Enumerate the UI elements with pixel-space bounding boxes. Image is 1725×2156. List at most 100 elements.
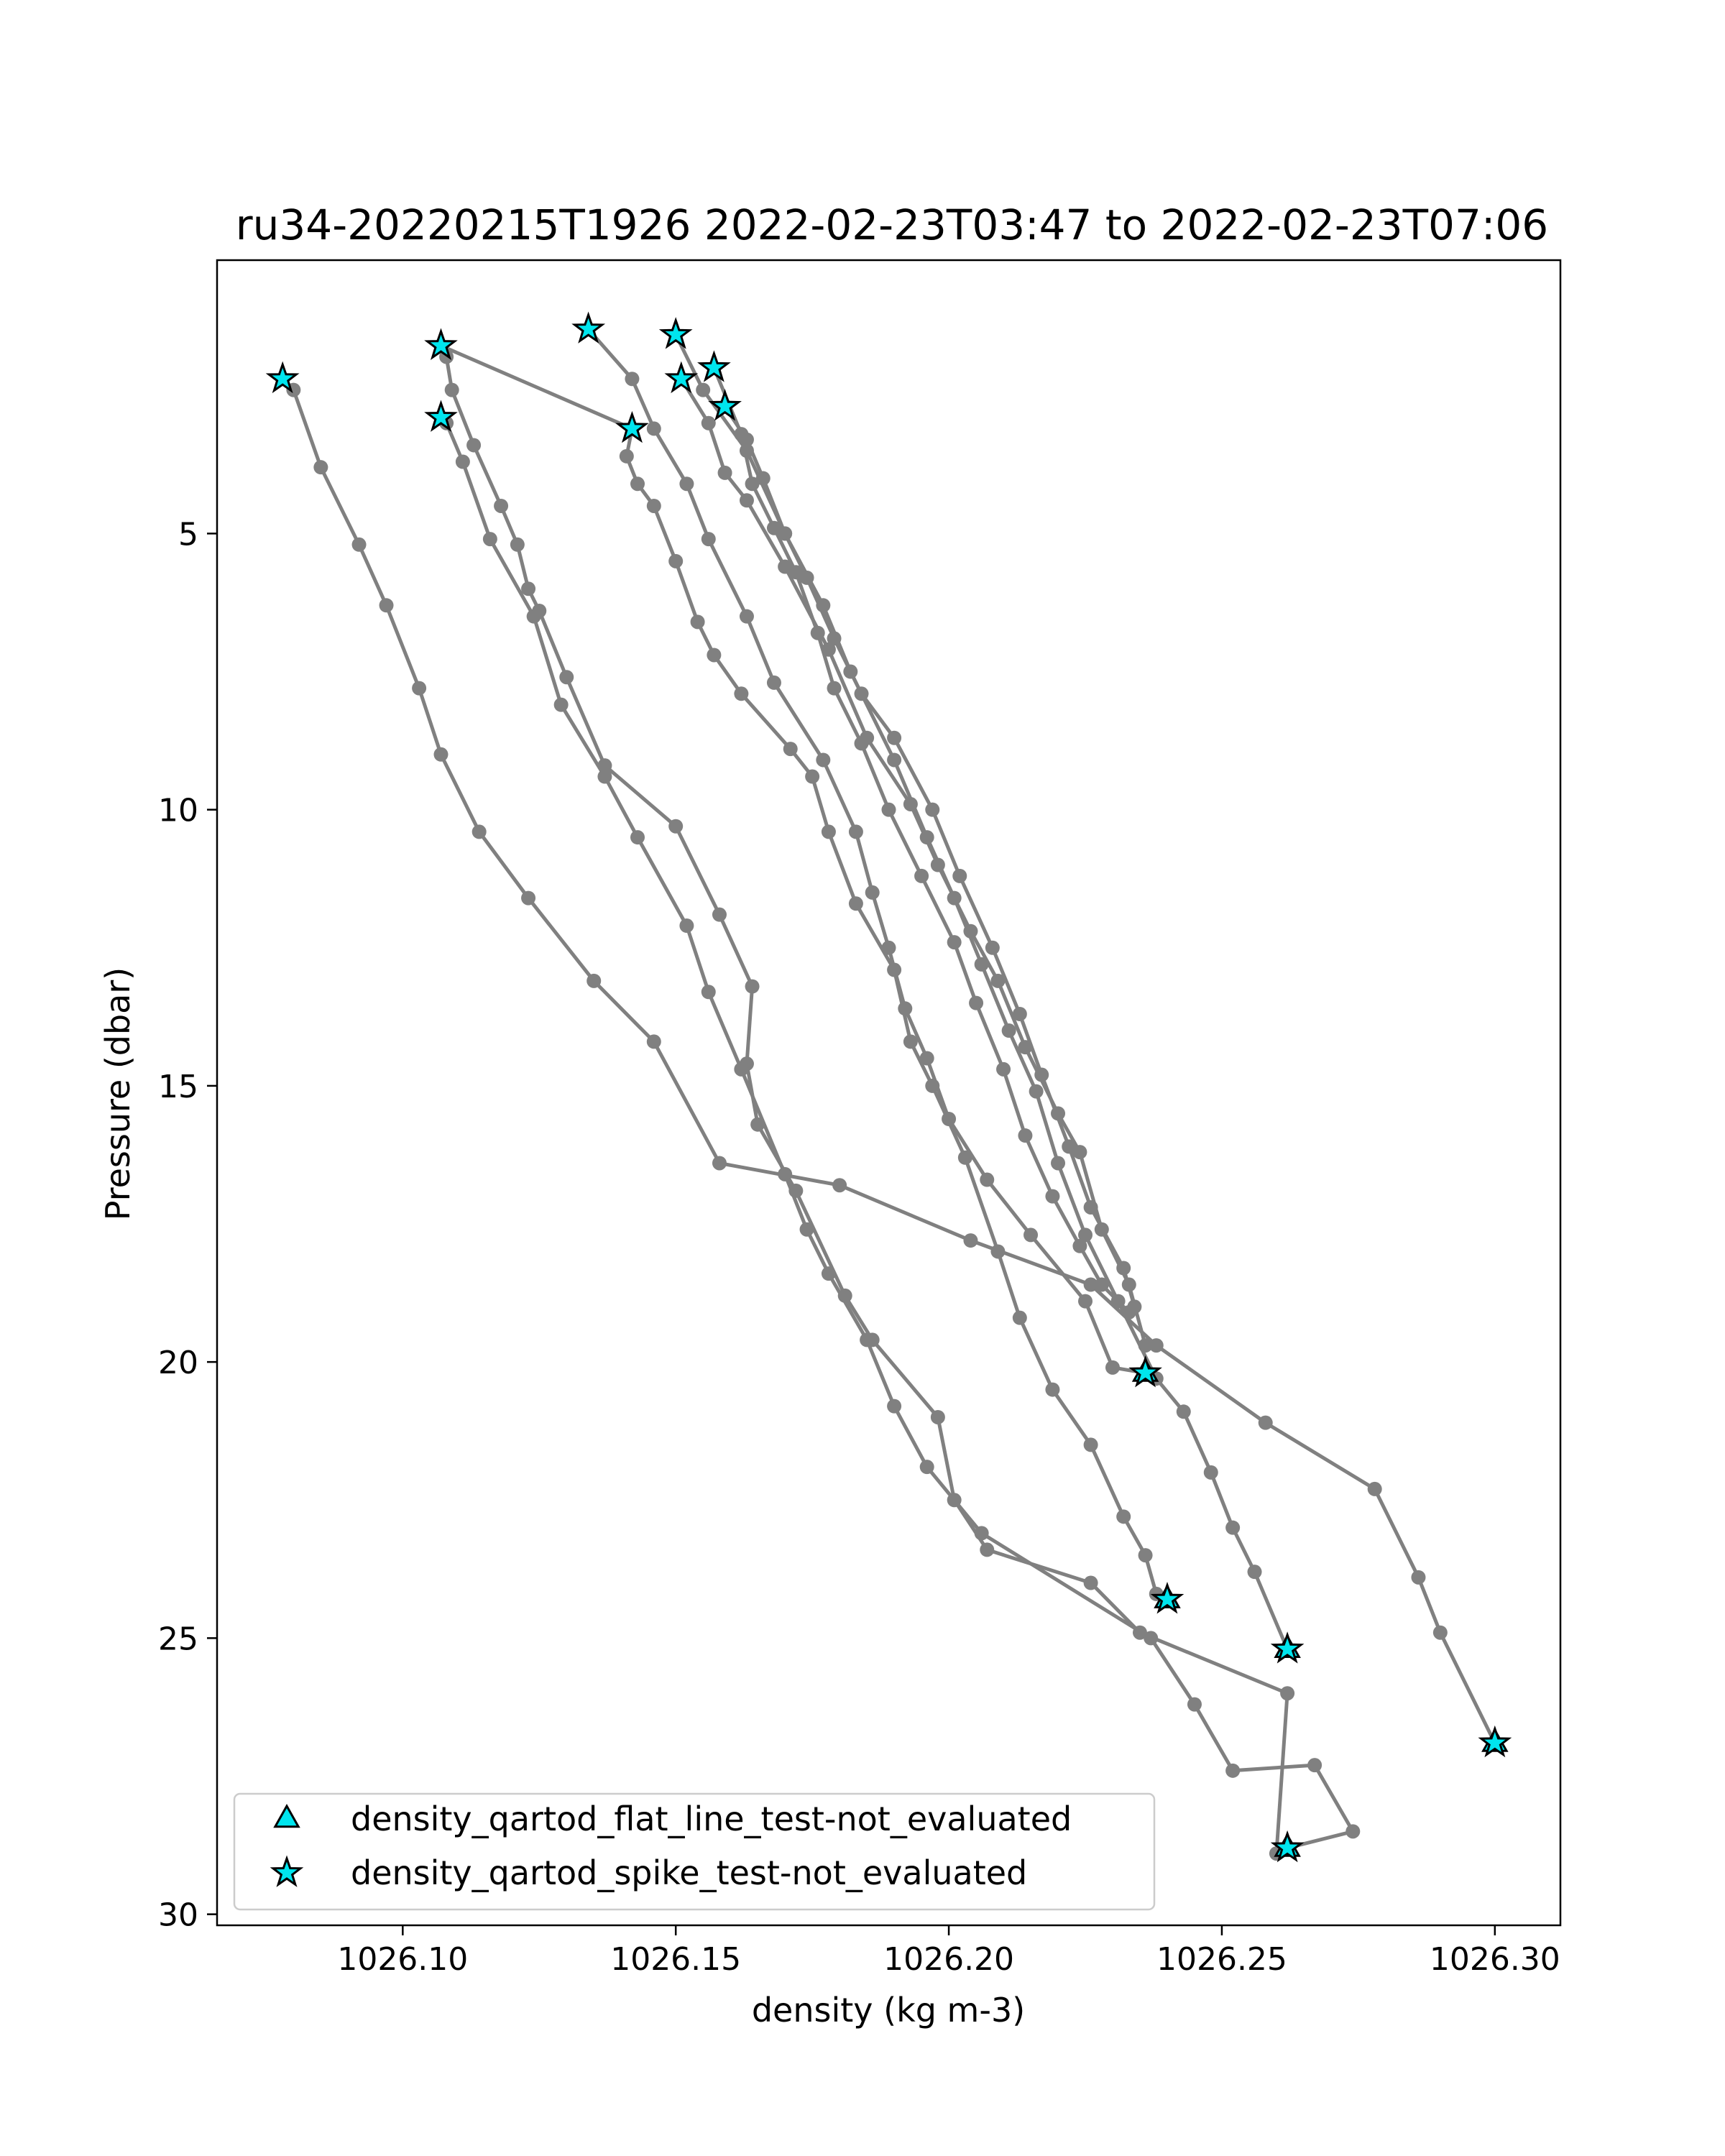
y-tick-label: 15: [158, 1069, 198, 1105]
profile-9-point-11: [985, 940, 1000, 955]
profile-4-point-17: [957, 1150, 972, 1165]
profile-4-point-9: [734, 686, 749, 701]
profile-3-point-17: [919, 1460, 934, 1475]
profile-3-point-4: [482, 532, 497, 547]
profile-3-point-3: [455, 454, 470, 469]
profile-3-point-21: [1225, 1763, 1241, 1778]
spike-marker-10: [1128, 1355, 1162, 1388]
y-axis-ticks: 5 10 15 20 25 30: [158, 516, 217, 1934]
profile-1-point-12: [712, 1156, 727, 1171]
profile-7-point-11: [990, 973, 1006, 988]
profile-1-point-11: [646, 1034, 661, 1049]
y-tick-label: 30: [158, 1897, 198, 1934]
profile-2-point-13: [745, 979, 760, 994]
profile-9-point-8: [887, 730, 902, 745]
profile-4-point-15: [903, 1034, 918, 1049]
legend-star-marker: [270, 1855, 304, 1887]
profile-7-point-9: [930, 857, 945, 872]
profile-3-point-16: [887, 1399, 902, 1414]
profile-1-point-15: [1083, 1277, 1098, 1292]
profile-6-point-12: [1029, 1084, 1044, 1099]
legend-star-glyph: [270, 1855, 304, 1887]
x-axis-label: density (kg m-3): [752, 1991, 1025, 2030]
profile-1-point-16: [1149, 1338, 1164, 1353]
profile-2-point-24: [1280, 1686, 1295, 1701]
profile-7-point-4: [739, 493, 754, 508]
profile-3-point-12: [778, 1166, 793, 1181]
profile-7-point-8: [903, 796, 918, 811]
y-tick-label: 10: [158, 793, 198, 829]
profile-8-point-4: [766, 520, 781, 535]
plot-area: [265, 311, 1512, 1863]
spike-marker-2: [424, 328, 458, 361]
x-axis-ticks: 1026.10 1026.15 1026.20 1026.25 1026.30: [337, 1925, 1560, 1978]
spike-marker-13: [1270, 1830, 1305, 1863]
profile-2-point-21: [980, 1542, 995, 1557]
profile-4-point-23: [1138, 1548, 1153, 1563]
profile-6-point-2: [696, 382, 711, 397]
profile-8-point-16: [1072, 1238, 1087, 1253]
profile-line-3: [439, 416, 1355, 1850]
profile-7-point-17: [1138, 1338, 1153, 1353]
plot-frame: [216, 259, 1562, 1927]
profile-8-point-14: [1018, 1128, 1033, 1143]
profile-9-point-6: [827, 631, 842, 646]
profile-2-point-7: [521, 581, 536, 596]
legend-label-flat-line: density_qartod_flat_line_test-not_evalua…: [351, 1800, 1072, 1838]
profile-1-point-7: [433, 747, 448, 762]
profile-6-point-20: [1247, 1565, 1262, 1580]
profile-9-point-12: [1012, 1006, 1027, 1021]
profile-6-point-7: [887, 752, 902, 768]
profile-8-point-10: [914, 868, 929, 883]
profile-1-point-17: [1258, 1415, 1273, 1430]
profile-9-point-3: [755, 471, 770, 486]
profile-5-point-15: [980, 1172, 995, 1187]
profile-8-point-12: [969, 995, 984, 1010]
profile-1-point-8: [472, 824, 487, 839]
y-tick-label: 5: [178, 516, 198, 553]
profile-8-point-8: [854, 736, 869, 751]
profile-5-point-11: [881, 940, 896, 955]
profile-1-point-3: [313, 460, 328, 475]
profile-2-point-12: [712, 907, 727, 922]
profile-2-point-3: [444, 382, 459, 397]
profile-4-point-12: [821, 824, 836, 839]
profile-9-point-15: [1083, 1199, 1098, 1215]
profile-2-point-4: [466, 438, 482, 453]
profile-1-point-4: [351, 537, 367, 552]
profile-2-point-22: [1083, 1575, 1098, 1590]
spike-marker-11: [1150, 1582, 1184, 1614]
profile-4-point-6: [668, 553, 684, 568]
profile-1-point-9: [521, 890, 536, 906]
legend-box: [233, 1792, 1156, 1911]
y-tick-label: 25: [158, 1621, 198, 1657]
profile-7-point-10: [963, 923, 978, 939]
profile-3-point-23: [1346, 1824, 1361, 1839]
profile-7-point-14: [1072, 1145, 1087, 1160]
profile-8-point-13: [996, 1061, 1011, 1077]
profile-5-point-6: [739, 609, 754, 624]
profile-3-point-11: [734, 1061, 749, 1077]
profile-5-point-2: [625, 372, 640, 387]
profile-line-2: [439, 344, 1289, 1854]
profile-4-point-5: [646, 498, 661, 513]
profile-2-point-5: [494, 498, 509, 513]
profile-7-point-2: [701, 415, 716, 430]
profile-1-point-5: [379, 598, 394, 613]
spike-marker-3: [424, 400, 458, 432]
chart-title: ru34-20220215T1926 2022-02-23T03:47 to 2…: [236, 201, 1548, 249]
profile-3-point-22: [1307, 1758, 1322, 1773]
profile-4-point-13: [848, 896, 863, 911]
profile-9-point-14: [1062, 1139, 1077, 1154]
legend-triangle-glyph: [273, 1803, 300, 1828]
profile-5-point-4: [679, 476, 694, 492]
profile-8-point-7: [827, 681, 842, 696]
spike-marker-8: [697, 350, 731, 382]
profile-4-point-10: [783, 742, 798, 757]
profile-6-point-11: [1001, 1023, 1016, 1038]
profile-4-point-22: [1116, 1509, 1131, 1524]
profile-5-point-17: [1078, 1294, 1093, 1309]
profile-8-point-3: [745, 476, 760, 492]
profile-5-point-5: [701, 532, 716, 547]
